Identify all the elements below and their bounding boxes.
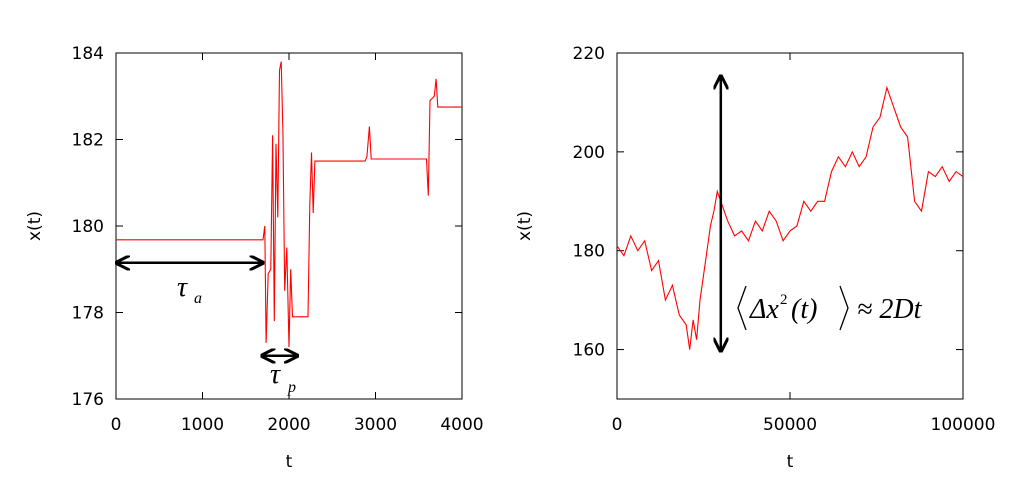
formula-rhs: ≈ 2Dt [857,294,923,325]
x-axis-label: t [787,452,794,472]
tau-p-symbol: τ [270,359,281,390]
y-tick-label: 182 [72,131,104,151]
tau-a-subscript: a [194,290,202,307]
left-chart: 0 1000 2000 3000 4000 176 178 180 182 184 t x(t) [25,44,484,472]
y-axis-label: x(t) [25,211,45,241]
y-tick-label: 178 [72,304,104,324]
x-tick-label: 0 [111,415,122,435]
formula-superscript: 2 [780,292,788,308]
series-line [116,61,462,348]
msd-formula: Δx 2 (t) ≈ 2Dt [737,285,923,331]
x-tick-label: 3000 [354,415,397,435]
y-tick-label: 200 [573,143,605,163]
formula-left-bracket [737,285,747,331]
y-tick-label: 184 [72,44,104,64]
x-axis-label: t [286,452,293,472]
y-tick-label: 160 [573,341,605,361]
x-tick-label: 100000 [931,415,996,435]
y-tick-label: 220 [573,44,605,64]
y-axis-label: x(t) [515,211,535,241]
tau-p-subscript: p [287,379,296,396]
y-tick-label: 180 [72,217,104,237]
series-line [616,85,964,350]
tau-a-symbol: τ [177,272,188,303]
y-tick-label: 180 [573,242,605,262]
x-tick-label: 4000 [440,415,483,435]
x-tick-label: 0 [612,415,623,435]
plot-frame [616,52,964,400]
y-tick-label: 176 [72,390,104,410]
formula-delta-x: Δx [749,294,779,325]
formula-right-bracket [839,285,849,331]
right-chart: 0 50000 100000 160 180 200 220 t x(t) [515,44,995,472]
formula-t: (t) [791,294,817,325]
x-tick-label: 50000 [763,415,817,435]
x-tick-label: 2000 [267,415,310,435]
x-tick-label: 1000 [181,415,224,435]
